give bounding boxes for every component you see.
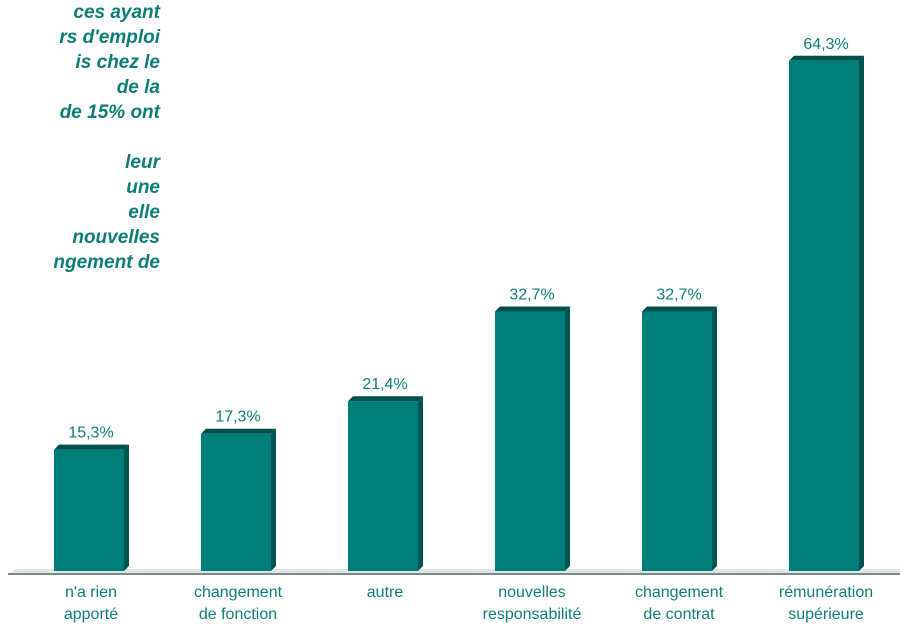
bar-side (859, 55, 864, 572)
bar-top (642, 306, 717, 312)
category-label: n'a rien (65, 584, 117, 601)
annotation-line: is chez le (75, 52, 161, 73)
annotation-line: nouvelles (72, 227, 160, 248)
category-label: autre (367, 584, 404, 601)
annotation-text: ces ayant rs d'emploi is chez le de la d… (0, 0, 160, 275)
bar-side (565, 306, 570, 571)
bar-side (712, 306, 717, 571)
data-label: 15,3% (68, 425, 113, 442)
bar-top (789, 55, 864, 61)
data-label: 64,3% (803, 36, 848, 53)
bar (789, 60, 859, 571)
bar-side (418, 396, 423, 571)
axis-floor (10, 569, 900, 573)
data-label: 17,3% (215, 409, 260, 426)
category-label: apporté (64, 606, 118, 623)
bar (642, 311, 712, 571)
annotation-line: de la (116, 77, 160, 98)
category-label: responsabilité (483, 606, 582, 623)
annotation-line: de 15% ont (59, 102, 160, 123)
category-label: nouvelles (498, 584, 566, 601)
data-label: 32,7% (509, 287, 554, 304)
category-label: de contrat (643, 606, 715, 623)
bar-side (271, 428, 276, 571)
bar-top (495, 306, 570, 312)
annotation-line: leur (125, 152, 160, 173)
bar (54, 449, 124, 571)
annotation-line: une (126, 177, 160, 198)
annotation-line: rs d'emploi (59, 27, 160, 48)
bar (495, 311, 565, 571)
bar (201, 433, 271, 571)
category-label: de fonction (199, 606, 277, 623)
annotation-line: ces ayant (73, 2, 160, 23)
category-label: changement (635, 584, 724, 601)
bar-top (54, 444, 129, 450)
annotation-line: ngement de (53, 252, 160, 273)
bar-top (348, 396, 423, 402)
data-label: 32,7% (656, 287, 701, 304)
bar-side (124, 444, 129, 571)
bar (348, 401, 418, 571)
bar-top (201, 428, 276, 434)
annotation-line: elle (128, 202, 160, 223)
data-label: 21,4% (362, 376, 407, 393)
category-label: changement (194, 584, 283, 601)
category-label: rémunération (779, 584, 873, 601)
category-label: supérieure (788, 606, 864, 623)
